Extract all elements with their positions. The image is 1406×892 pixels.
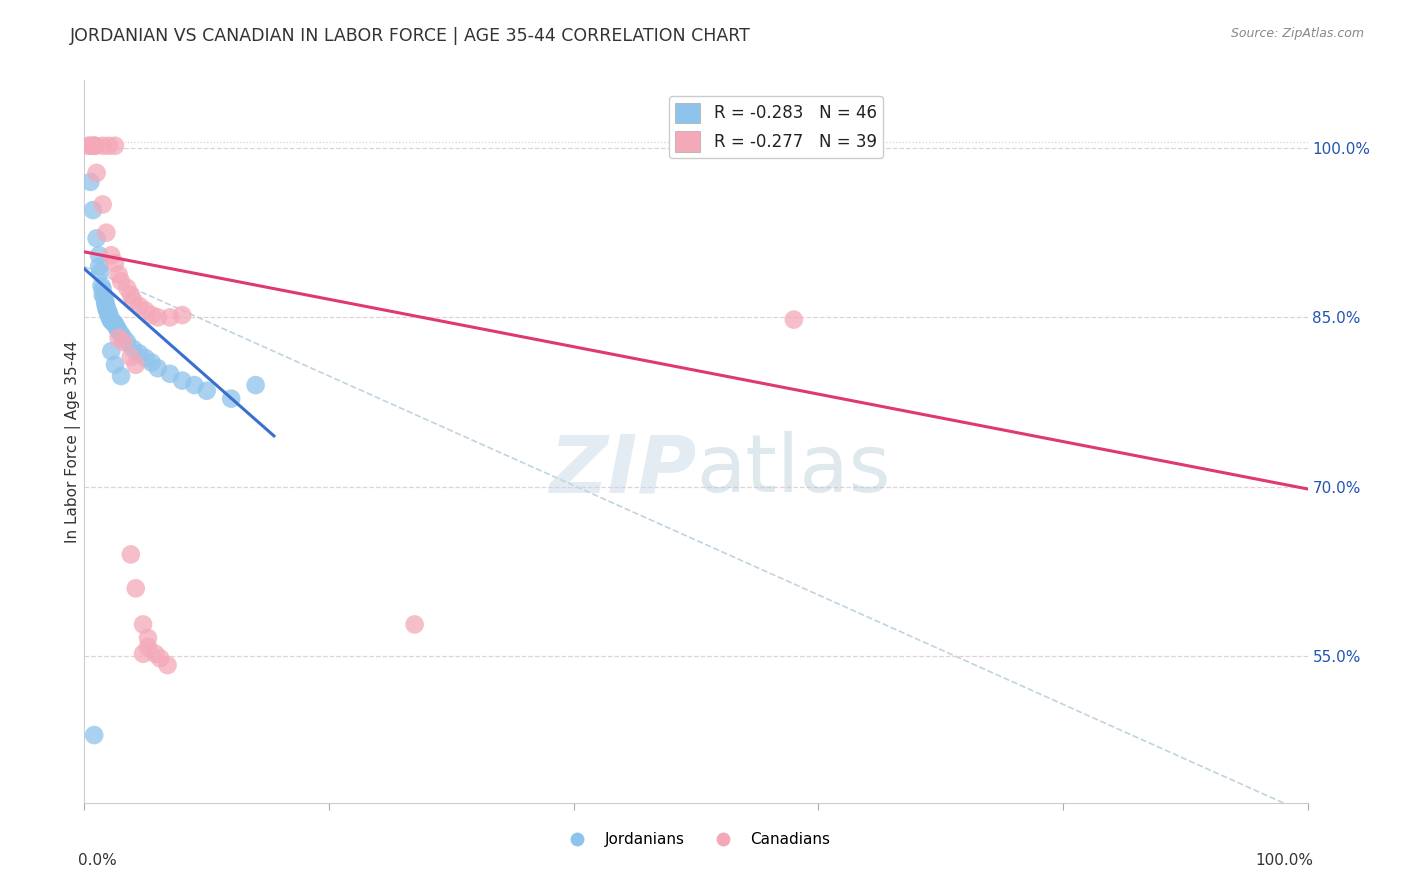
Point [90, 278, 112, 293]
Point [156, 658, 179, 673]
Text: 0.0%: 0.0% [79, 854, 117, 869]
Point [122, 342, 145, 356]
Point [125, 582, 148, 596]
Point [783, 312, 806, 326]
Point [97, 304, 120, 318]
Point [120, 548, 142, 562]
Point [104, 138, 127, 153]
Point [120, 287, 142, 301]
Point [404, 617, 426, 632]
Point [159, 367, 181, 381]
Point [97, 303, 120, 318]
Point [245, 378, 267, 392]
Point [100, 314, 122, 328]
Point [141, 308, 163, 322]
Point [107, 268, 129, 282]
Point [86, 231, 108, 245]
Point [125, 358, 148, 372]
Point [97, 306, 120, 320]
Point [183, 378, 205, 392]
Point [104, 358, 127, 372]
Point [93, 290, 115, 304]
Point [132, 617, 155, 632]
Point [104, 317, 127, 331]
Text: atlas: atlas [696, 432, 890, 509]
Point [79, 138, 101, 153]
Point [101, 315, 124, 329]
Point [128, 299, 150, 313]
Point [107, 331, 129, 345]
Point [97, 308, 120, 322]
Point [149, 651, 172, 665]
Point [105, 319, 128, 334]
Point [141, 355, 163, 369]
Point [115, 335, 138, 350]
Point [195, 384, 218, 398]
Point [82, 203, 104, 218]
Point [103, 316, 125, 330]
Point [97, 138, 120, 153]
Point [112, 335, 135, 350]
Point [100, 344, 122, 359]
Point [86, 166, 108, 180]
Point [146, 361, 169, 376]
Point [128, 346, 150, 360]
Point [100, 248, 122, 262]
Point [136, 631, 159, 645]
Point [132, 647, 155, 661]
Point [98, 311, 121, 326]
Point [159, 310, 181, 325]
Point [96, 226, 118, 240]
Point [110, 369, 132, 384]
Point [112, 331, 135, 345]
Point [87, 260, 110, 274]
Point [91, 282, 114, 296]
Point [96, 301, 118, 316]
Y-axis label: In Labor Force | Age 35-44: In Labor Force | Age 35-44 [65, 341, 82, 542]
Point [100, 312, 122, 326]
Point [143, 647, 166, 661]
Point [83, 138, 105, 153]
Text: 100.0%: 100.0% [1256, 854, 1313, 869]
Text: JORDANIAN VS CANADIAN IN LABOR FORCE | AGE 35-44 CORRELATION CHART: JORDANIAN VS CANADIAN IN LABOR FORCE | A… [70, 27, 751, 45]
Point [110, 274, 132, 288]
Point [172, 308, 194, 322]
Point [89, 265, 111, 279]
Point [135, 351, 157, 365]
Point [122, 293, 145, 308]
Point [104, 256, 127, 270]
Point [120, 350, 142, 364]
Point [110, 327, 132, 342]
Legend: Jordanians, Canadians: Jordanians, Canadians [555, 826, 837, 853]
Point [135, 303, 157, 318]
Text: ZIP: ZIP [548, 432, 696, 509]
Point [87, 248, 110, 262]
Point [91, 138, 114, 153]
Point [105, 321, 128, 335]
Point [91, 197, 114, 211]
Point [94, 297, 117, 311]
Point [115, 281, 138, 295]
Point [172, 374, 194, 388]
Point [219, 392, 242, 406]
Point [91, 287, 114, 301]
Point [107, 324, 129, 338]
Point [146, 310, 169, 325]
Point [96, 299, 118, 313]
Point [83, 728, 105, 742]
Point [79, 175, 101, 189]
Point [82, 138, 104, 153]
Point [77, 138, 100, 153]
Point [84, 138, 107, 153]
Point [136, 640, 159, 654]
Point [94, 293, 117, 308]
Text: Source: ZipAtlas.com: Source: ZipAtlas.com [1230, 27, 1364, 40]
Point [98, 310, 121, 325]
